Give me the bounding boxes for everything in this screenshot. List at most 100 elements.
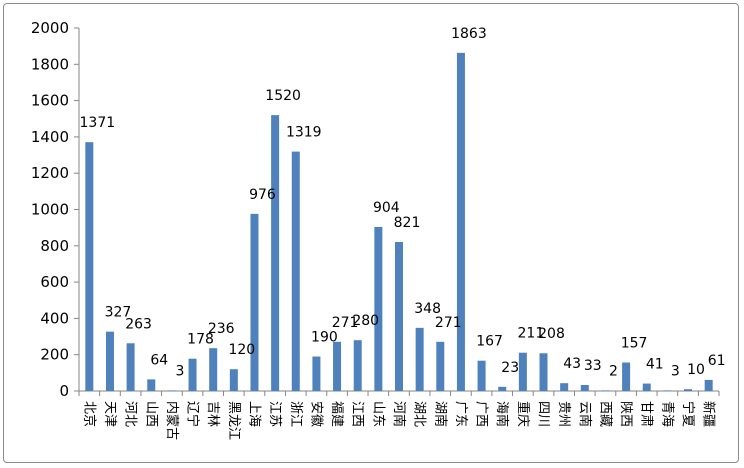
bar bbox=[353, 340, 362, 391]
bar bbox=[498, 386, 507, 391]
data-label: 1863 bbox=[451, 26, 487, 42]
data-label: 976 bbox=[249, 187, 276, 203]
y-axis: 0 200 400 600 800 1000 1200 1400 1600 1800 2000 bbox=[31, 19, 80, 400]
data-label: 1520 bbox=[265, 88, 301, 104]
bar bbox=[642, 383, 651, 391]
category-label: 湖北 bbox=[412, 401, 427, 427]
category-label: 河南 bbox=[391, 401, 407, 427]
data-label: 271 bbox=[332, 315, 359, 331]
bar bbox=[477, 360, 486, 391]
y-tick-label: 1800 bbox=[31, 55, 69, 73]
data-label: 327 bbox=[105, 305, 132, 321]
category-label: 湖南 bbox=[432, 401, 448, 427]
data-label: 1319 bbox=[286, 125, 322, 141]
y-tick-label: 800 bbox=[40, 237, 69, 255]
data-label: 236 bbox=[208, 321, 235, 337]
category-label: 重庆 bbox=[515, 401, 531, 427]
data-label: 190 bbox=[311, 330, 338, 346]
chart-frame bbox=[3, 3, 739, 463]
data-label: 271 bbox=[435, 315, 462, 331]
data-label: 61 bbox=[708, 353, 726, 369]
bar bbox=[560, 383, 569, 391]
bar bbox=[684, 389, 693, 391]
bar bbox=[105, 331, 114, 391]
data-label: 348 bbox=[414, 301, 441, 317]
category-label: 上海 bbox=[246, 401, 261, 427]
bar bbox=[395, 241, 403, 391]
data-label: 41 bbox=[646, 357, 664, 373]
y-tick-label: 1000 bbox=[31, 201, 69, 219]
data-label: 1371 bbox=[80, 115, 116, 131]
bar bbox=[312, 356, 321, 391]
bar bbox=[704, 379, 713, 391]
category-label: 安徽 bbox=[308, 401, 323, 427]
data-label: 211 bbox=[518, 326, 545, 342]
bar bbox=[518, 352, 527, 391]
category-labels: 北京 天津 河北 山西 内蒙古 辽宁 吉林 黑龙江 上海 江苏 浙江 安徽 福建 江西 山东 河南 湖北 湖南 广东… bbox=[81, 401, 716, 440]
data-label: 280 bbox=[352, 313, 379, 329]
data-label: 904 bbox=[373, 200, 400, 216]
bar bbox=[456, 52, 465, 391]
data-label: 821 bbox=[394, 215, 421, 231]
data-label: 3 bbox=[175, 363, 184, 379]
category-label: 陕西 bbox=[618, 401, 633, 427]
data-label: 3 bbox=[671, 363, 680, 379]
category-label: 山西 bbox=[143, 401, 158, 427]
data-label: 263 bbox=[125, 316, 152, 332]
category-label: 甘肃 bbox=[639, 401, 654, 427]
bar bbox=[271, 115, 280, 392]
y-tick-label: 600 bbox=[40, 273, 69, 291]
data-label: 208 bbox=[538, 326, 565, 342]
data-label: 64 bbox=[150, 352, 168, 368]
bar bbox=[167, 390, 176, 391]
data-label: 120 bbox=[228, 342, 255, 358]
category-label: 内蒙古 bbox=[164, 401, 180, 440]
category-label: 西藏 bbox=[597, 401, 612, 427]
data-label: 33 bbox=[584, 358, 602, 374]
bar bbox=[250, 213, 259, 391]
category-label: 江苏 bbox=[267, 401, 283, 427]
category-label: 吉林 bbox=[205, 401, 220, 427]
bar bbox=[188, 358, 197, 391]
category-label: 宁夏 bbox=[680, 401, 696, 427]
data-label: 23 bbox=[501, 360, 519, 376]
category-label: 青海 bbox=[659, 401, 674, 427]
data-labels: 1371327263643178236120976152013191902712… bbox=[80, 26, 726, 380]
y-tick-label: 1600 bbox=[31, 92, 69, 110]
bar bbox=[291, 151, 300, 391]
category-label: 广东 bbox=[453, 401, 468, 427]
category-label: 海南 bbox=[494, 401, 510, 427]
bar bbox=[539, 353, 548, 391]
bar bbox=[333, 341, 342, 391]
category-label: 新疆 bbox=[701, 401, 717, 427]
y-tick-label: 200 bbox=[40, 346, 69, 364]
data-label: 2 bbox=[609, 364, 618, 380]
bar bbox=[622, 362, 631, 391]
data-label: 167 bbox=[476, 334, 503, 350]
category-label: 黑龙江 bbox=[226, 401, 241, 440]
category-label: 山东 bbox=[370, 401, 385, 427]
bar bbox=[126, 343, 135, 391]
bar bbox=[601, 390, 610, 391]
bar bbox=[580, 385, 589, 391]
y-tick-label: 1400 bbox=[31, 128, 69, 146]
data-label: 43 bbox=[563, 356, 581, 372]
category-label: 福建 bbox=[329, 401, 344, 427]
y-tick-label: 1200 bbox=[31, 164, 69, 182]
bar bbox=[663, 390, 672, 391]
category-label: 辽宁 bbox=[185, 401, 201, 427]
bars bbox=[85, 52, 713, 392]
category-label: 四川 bbox=[536, 401, 551, 427]
y-tick-label: 2000 bbox=[31, 19, 69, 37]
bar bbox=[415, 327, 424, 391]
bar bbox=[209, 348, 218, 391]
x-axis bbox=[78, 390, 720, 396]
bar bbox=[147, 379, 156, 391]
category-label: 贵州 bbox=[556, 401, 571, 427]
bar bbox=[85, 142, 94, 391]
y-tick-label: 400 bbox=[40, 309, 69, 327]
data-label: 178 bbox=[187, 332, 214, 348]
y-tick-label: 0 bbox=[59, 382, 69, 400]
bar bbox=[436, 341, 445, 391]
